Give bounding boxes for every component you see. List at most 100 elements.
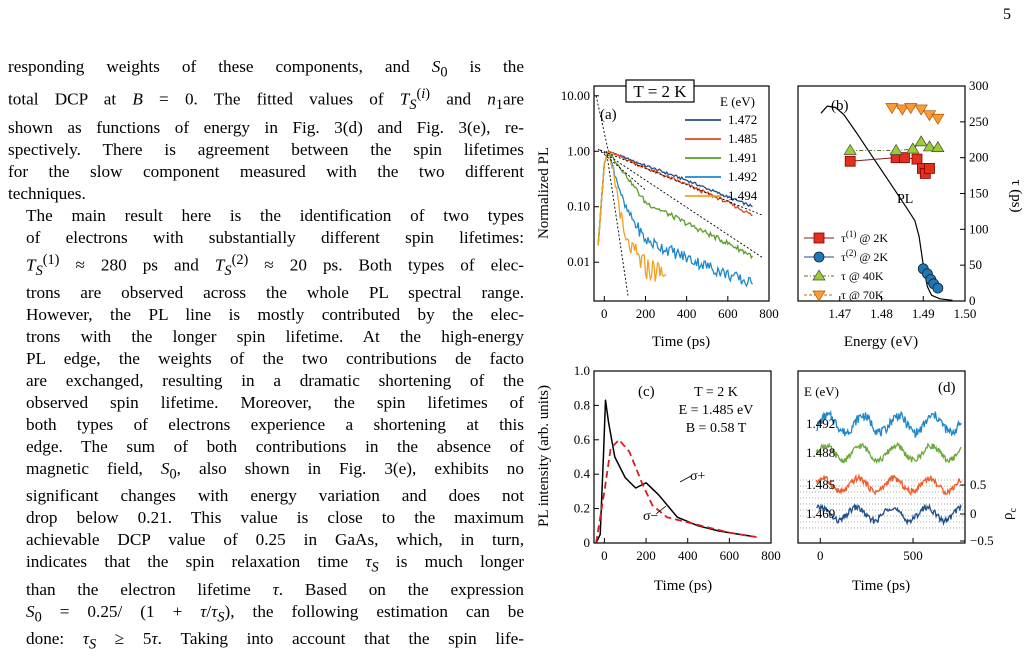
y-tick-label: 0.4 — [574, 466, 591, 481]
x-tick-label: 400 — [677, 306, 697, 321]
y-tick-label: 300 — [969, 78, 989, 93]
rho-trace-1.485 — [815, 472, 962, 497]
y-tick-label: 250 — [969, 114, 989, 129]
panel-a-curves — [595, 95, 764, 296]
data-point — [931, 140, 945, 152]
y-tick-label: 50 — [969, 257, 982, 272]
y-tick-label: 200 — [969, 150, 989, 165]
panel-c-curves — [595, 399, 757, 544]
y-tick-label: 0.2 — [574, 501, 590, 516]
figure-3: 0 200 400 600 800 10.00 1.00 0.10 0.01 T = 2 K (… — [536, 78, 1024, 594]
series-line-1.492 — [597, 149, 754, 288]
legend-marker — [813, 251, 825, 263]
panel-b-xlabel: Energy (eV) — [844, 334, 918, 350]
legend-label-1.492: 1.492 — [728, 169, 757, 184]
panel-b-data — [820, 103, 953, 301]
series-line-1.472 — [597, 150, 753, 246]
fit-line — [597, 148, 646, 191]
panel-c-info-1: T = 2 K — [694, 385, 738, 400]
x-tick-label: 0 — [601, 548, 608, 563]
y-tick-label: 100 — [969, 221, 989, 236]
panel-d-ylabel: ρc — [1000, 507, 1019, 520]
text-line: for the slow component measured with the… — [8, 161, 524, 181]
text-line: total DCP at B = 0. The fitted values of… — [8, 86, 524, 114]
text-line: responding weights of these components, … — [8, 57, 524, 81]
panel-a-xlabel: Time (ps) — [652, 334, 710, 350]
x-tick-label: 400 — [678, 548, 698, 563]
fit-line — [599, 149, 764, 259]
panel-b-ylabel: τ (ps) — [1008, 179, 1024, 212]
pointer-line — [655, 505, 667, 515]
y-tick-label: 0.01 — [567, 254, 590, 269]
x-tick-label: 800 — [759, 306, 779, 321]
sigma-minus-label: σ− — [643, 509, 659, 524]
text-line: indicates that the spin relaxation time … — [26, 552, 524, 576]
x-tick-label: 0 — [601, 306, 608, 321]
panel-c-frame — [593, 370, 772, 544]
energy-label-1.492: 1.492 — [806, 416, 835, 431]
text-line: PL edge, the weights of the two contribu… — [26, 348, 524, 368]
panel-d-ticks: 1.492 1.488 1.485 1.469 0 500 0.5 0 −0.5 — [806, 416, 994, 563]
panel-d-frame — [797, 370, 966, 544]
panel-c-info-2: E = 1.485 eV — [679, 403, 754, 418]
y-tick-label: 150 — [969, 186, 989, 201]
text-line: shown as functions of energy in Fig. 3(d… — [8, 117, 524, 137]
pl-label: PL — [897, 192, 913, 207]
text-line: magnetic field, S0, also shown in Fig. 3… — [26, 458, 524, 483]
x-tick-label: 600 — [718, 306, 738, 321]
paragraph-1: responding weights of these components, … — [8, 56, 524, 205]
panel-c-label: (c) — [638, 384, 655, 400]
panel-d-xlabel: Time (ps) — [852, 578, 910, 594]
text-line: done: τS ≥ 5τ. Taking into account that … — [26, 629, 525, 653]
fit-line — [605, 151, 629, 296]
data-point — [931, 113, 945, 125]
text-line: drop below 0.21. This value is close to … — [26, 508, 524, 528]
panel-b: 1.47 1.48 1.49 1.500 50 100 150 200 250 300 (b) P… — [797, 78, 1024, 350]
panel-c-info-3: B = 0.58 T — [686, 421, 747, 436]
text-line: TS(1) ≈ 280 ps and TS(2) ≈ 20 ps. Both t… — [26, 251, 524, 279]
x-tick-label: 600 — [720, 548, 740, 563]
legend-label: τ(2) @ 2K — [841, 248, 888, 264]
x-tick-label: 200 — [636, 548, 656, 563]
y-tick-label: 0.10 — [567, 199, 590, 214]
y-tick-label: 1.00 — [567, 143, 590, 158]
y-tick-label: 0.8 — [574, 397, 590, 412]
x-tick-label: 1.50 — [954, 306, 977, 321]
y-tick-label: 10.00 — [561, 88, 590, 103]
data-point — [922, 140, 937, 152]
legend-label: τ @ 70K — [841, 288, 884, 302]
text-line: However, the PL line is mostly contribut… — [26, 304, 524, 324]
panel-d-legend-title: E (eV) — [804, 384, 839, 399]
data-point — [911, 153, 923, 165]
y-tick-label: 0 — [969, 293, 976, 308]
y-tick-label: 0 — [584, 535, 591, 550]
panel-b-label: (b) — [831, 98, 849, 114]
temperature-label: T = 2 K — [633, 82, 687, 101]
text-line: trons are observed across the whole PL s… — [26, 282, 524, 302]
text-line: significant changes with energy variatio… — [26, 486, 524, 506]
fit-line — [595, 95, 609, 152]
panel-c-ticks: 0 200 400 600 800 0 0.2 0.4 0.6 0.8 1.0 — [574, 363, 781, 563]
text-line: than the electron lifetime τ. Based on t… — [26, 579, 525, 599]
x-tick-label: 1.49 — [912, 306, 935, 321]
text-line: The main result here is the identificati… — [26, 205, 524, 225]
legend-marker — [812, 269, 826, 281]
panel-c-ylabel: PL intensity (arb. units) — [536, 385, 552, 527]
legend-label: τ @ 40K — [841, 269, 884, 283]
legend-label: τ(1) @ 2K — [841, 229, 888, 245]
panel-a-legend: 1.472 1.485 1.491 1.492 1.494 — [685, 112, 758, 203]
panel-b-legend: τ(1) @ 2K τ(2) @ 2K τ @ 40K τ @ 70K — [804, 229, 888, 302]
temperature-box — [625, 79, 695, 103]
panel-a-legend-title: E (eV) — [720, 94, 755, 109]
panel-a-ylabel: Normalized PL — [536, 147, 552, 239]
text-line: S0 = 0.25/ (1 + τ/τS), the following est… — [26, 601, 524, 626]
energy-label-1.485: 1.485 — [806, 477, 835, 492]
data-point — [914, 135, 928, 147]
series-line-1.491 — [597, 149, 754, 260]
rho-trace-1.488 — [815, 441, 962, 465]
data-point — [906, 142, 920, 154]
data-point — [924, 163, 935, 174]
text-line: of electrons with substantially differen… — [26, 227, 524, 247]
panel-c: 0 200 400 600 800 0 0.2 0.4 0.6 0.8 1.0 (c) T = 2 … — [536, 363, 781, 594]
data-point — [904, 103, 918, 115]
